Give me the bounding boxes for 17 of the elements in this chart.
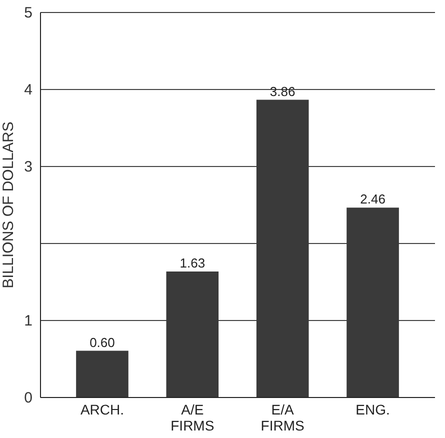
x-tick-label: E/A FIRMS <box>260 402 304 434</box>
bar <box>256 100 309 397</box>
y-axis-title: BILLIONS OF DOLLARS <box>0 122 18 288</box>
x-tick-label: ENG. <box>356 402 390 418</box>
y-tick-label: 4 <box>24 82 32 98</box>
bar <box>346 208 399 397</box>
bar <box>166 271 219 397</box>
data-label: 2.46 <box>360 192 386 207</box>
y-tick-label: 5 <box>24 4 32 22</box>
y-tick-label: 1 <box>24 312 32 330</box>
data-label: 1.63 <box>180 255 206 270</box>
x-tick-label: A/E FIRMS <box>170 402 214 434</box>
data-label: 0.60 <box>90 334 115 350</box>
y-tick-label: 0 <box>24 390 32 406</box>
y-tick-label: 3 <box>24 158 32 176</box>
bar <box>76 350 128 397</box>
x-tick-label: ARCH. <box>80 402 124 418</box>
